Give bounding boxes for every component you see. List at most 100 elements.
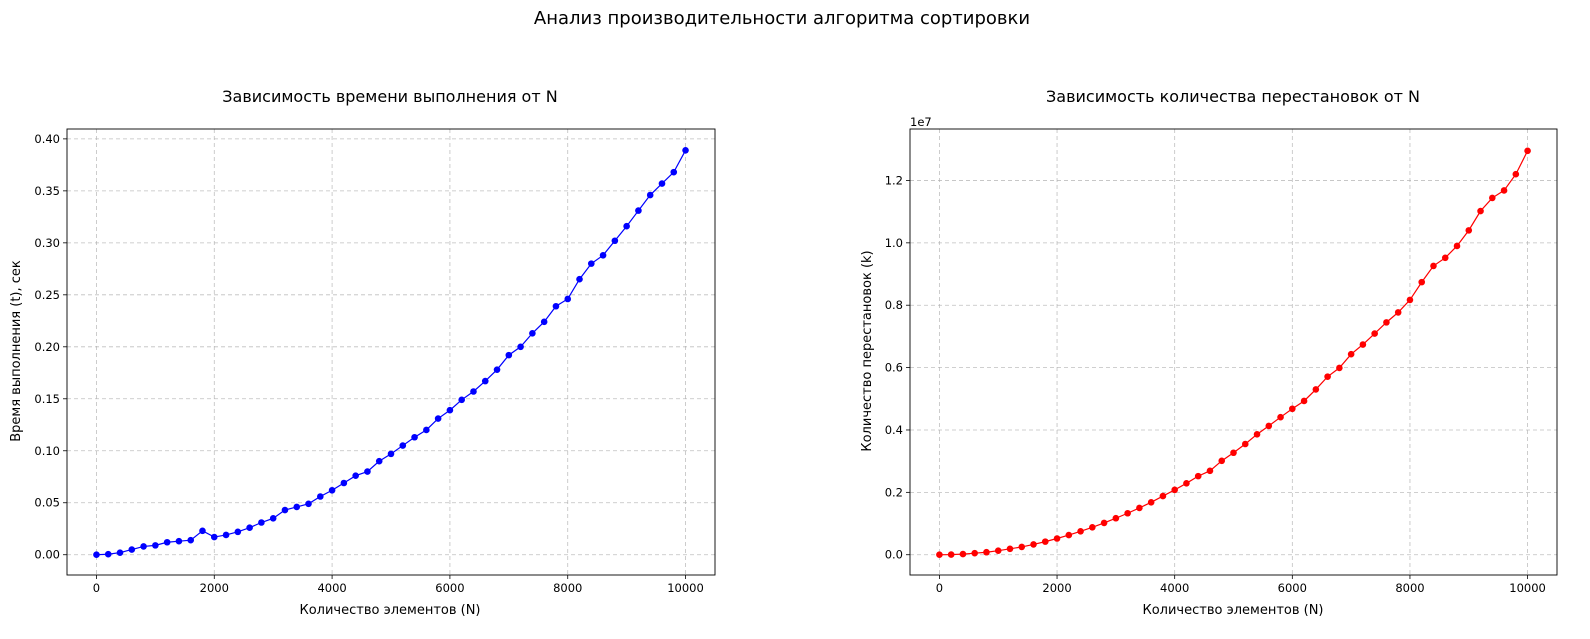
swaps-plot-data-point xyxy=(1394,309,1402,316)
swaps-plot-data-point xyxy=(1230,449,1237,457)
figure-title: Анализ производительности алгоритма сорт… xyxy=(534,8,1030,29)
swaps-plot-xlabel: Количество элементов (N) xyxy=(1142,603,1323,618)
swaps-plot-data-point xyxy=(1430,262,1437,270)
swaps-plot-data-point xyxy=(971,549,978,557)
swaps-plot-data-point xyxy=(1477,207,1484,215)
time-plot-ytick-label: 0.00 xyxy=(34,548,60,562)
time-plot-series-line xyxy=(96,150,687,556)
swaps-plot-ytick-label: 0.0 xyxy=(885,548,903,562)
time-plot-data-point xyxy=(446,406,454,414)
time-plot-ytick-label: 0.20 xyxy=(34,340,60,354)
swaps-plot-ylabel: Количество перестановок (k) xyxy=(860,250,875,451)
swaps-plot-data-point xyxy=(1183,480,1190,487)
swaps-plot-data-point xyxy=(1489,194,1496,202)
time-plot-data-point xyxy=(375,457,383,465)
time-plot-data-point xyxy=(104,550,112,558)
swaps-plot-data-point xyxy=(1041,538,1049,545)
swaps-plot-data-point xyxy=(1241,440,1249,448)
time-plot-data-point xyxy=(670,168,678,176)
time-plot-ytick-label: 0.30 xyxy=(34,236,60,250)
swaps-plot-data-point xyxy=(1265,422,1273,430)
time-plot-data-point xyxy=(423,426,430,434)
swaps-plot-data-point xyxy=(1347,350,1355,358)
time-plot-xtick-label: 0 xyxy=(93,581,100,595)
swaps-plot-ytick-label: 1.0 xyxy=(885,236,903,250)
swaps-plot-data-point xyxy=(1136,504,1143,512)
time-plot-xtick-label: 8000 xyxy=(553,581,582,595)
swaps-plot-ytick-label: 1.2 xyxy=(885,173,903,187)
time-plot-data-point xyxy=(458,396,465,404)
time-plot-xtick-label: 6000 xyxy=(435,581,464,595)
time-plot-data-point xyxy=(623,222,630,230)
time-plot-data-point xyxy=(635,207,642,214)
time-plot-xtick-label: 10000 xyxy=(667,581,704,595)
time-plot-ytick-label: 0.15 xyxy=(34,392,60,406)
swaps-plot-data-point xyxy=(947,551,955,558)
swaps-plot-xtick-label: 2000 xyxy=(1042,581,1071,595)
time-plot-data-point xyxy=(364,468,371,475)
time-plot-title: Зависимость времени выполнения от N xyxy=(222,87,557,106)
swaps-plot-data-point xyxy=(1289,405,1296,413)
swaps-plot-data-point xyxy=(1336,364,1343,372)
swaps-plot-data-point xyxy=(983,548,990,556)
swaps-plot-data-point xyxy=(1406,296,1414,304)
swaps-plot-data-point xyxy=(959,550,967,558)
time-plot-data-point xyxy=(576,275,583,283)
time-plot-data-point xyxy=(387,450,395,458)
time-plot-data-point xyxy=(269,515,277,522)
swaps-plot-data-point xyxy=(1465,227,1473,234)
time-plot-frame xyxy=(66,128,716,576)
time-plot-data-point xyxy=(281,506,289,514)
time-plot-data-point xyxy=(481,377,489,385)
time-plot-data-point xyxy=(552,302,560,310)
time-plot-data-point xyxy=(517,343,524,351)
swaps-plot-ytick-label: 0.8 xyxy=(885,298,903,312)
swaps-plot-data-point xyxy=(1100,519,1108,527)
swaps-plot-data-point xyxy=(1277,413,1284,421)
time-plot-data-point xyxy=(187,536,195,544)
time-plot-ytick-label: 0.35 xyxy=(34,184,60,198)
swaps-plot-data-point xyxy=(1206,467,1214,475)
swaps-plot-data-point xyxy=(1112,514,1120,522)
time-plot-data-point xyxy=(340,479,348,487)
time-plot-ytick-label: 0.25 xyxy=(34,288,60,302)
swaps-plot-data-point xyxy=(1053,535,1061,542)
time-plot-data-point xyxy=(599,252,607,259)
swaps-plot-data-point xyxy=(1312,386,1320,393)
swaps-plot-data-point xyxy=(1089,523,1096,531)
swaps-plot-xtick-label: 4000 xyxy=(1160,581,1189,595)
swaps-plot-data-point xyxy=(1300,397,1308,405)
swaps-plot-ytick-label: 0.4 xyxy=(885,423,903,437)
time-plot-data-point xyxy=(152,542,159,549)
time-plot-xtick-label: 4000 xyxy=(317,581,346,595)
time-plot-ytick-label: 0.10 xyxy=(34,444,60,458)
swaps-plot-data-point xyxy=(1147,499,1155,506)
swaps-plot-ytick-label: 0.2 xyxy=(885,485,903,499)
time-plot-data-point xyxy=(434,415,442,422)
time-plot-data-point xyxy=(140,543,147,550)
swaps-plot-xtick-label: 6000 xyxy=(1278,581,1307,595)
time-plot-data-point xyxy=(128,546,136,553)
time-plot-data-point xyxy=(658,180,666,187)
time-plot-data-point xyxy=(175,537,183,545)
time-plot: Зависимость времени выполнения от N Коли… xyxy=(9,87,716,618)
time-plot-data-point xyxy=(540,318,548,326)
swaps-plot-series-line xyxy=(939,150,1529,556)
time-plot-data-point xyxy=(328,486,336,494)
time-plot-xtick-label: 2000 xyxy=(200,581,229,595)
swaps-plot-data-point xyxy=(1383,319,1390,326)
swaps-plot-data-point xyxy=(994,547,1002,554)
time-plot-data-point xyxy=(470,388,477,395)
time-plot-data-point xyxy=(564,295,572,303)
time-plot-data-point xyxy=(399,442,407,449)
time-plot-data-point xyxy=(611,237,619,245)
swaps-plot-data-point xyxy=(1418,278,1426,286)
swaps-plot-data-point xyxy=(1194,472,1202,480)
swaps-plot-axes: 0 2000 4000 6000 8000 10000 0.0 0.2 0.4 0.6 0.8 1.0… xyxy=(885,128,1558,595)
swaps-plot-data-point xyxy=(1159,492,1167,500)
time-plot-data-point xyxy=(293,503,301,511)
time-plot-axes: 0 2000 4000 6000 8000 10000 0.00 0.05 0.10 0.15 0.… xyxy=(34,128,716,595)
swaps-plot-data-point xyxy=(1171,486,1178,494)
time-plot-data-point xyxy=(411,433,418,441)
